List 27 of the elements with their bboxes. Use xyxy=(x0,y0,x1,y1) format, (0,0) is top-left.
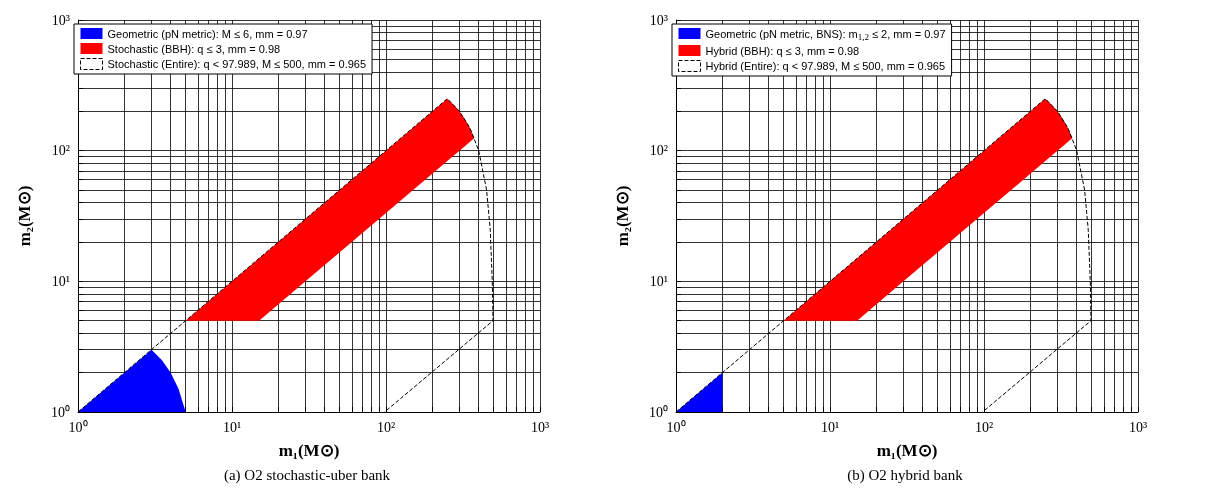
x-axis-title: m₁(M⊙) xyxy=(876,441,938,460)
x-tick-label: 10² xyxy=(974,419,994,435)
legend-label: Stochastic (BBH): q ≤ 3, mm = 0.98 xyxy=(107,42,281,55)
legend-label: Stochastic (Entire): q < 97.989, M ≤ 500, mm = 0.965 xyxy=(107,58,367,70)
y-tick-label: 10¹ xyxy=(51,273,70,289)
y-tick-label: 10² xyxy=(649,143,668,159)
y-tick-label: 10³ xyxy=(649,12,668,28)
x-tick-label: 10³ xyxy=(530,419,550,435)
legend-label: Hybrid (Entire): q < 97.989, M ≤ 500, mm = 0.965 xyxy=(705,60,946,72)
legend-label: Hybrid (BBH): q ≤ 3, mm = 0.98 xyxy=(705,44,860,57)
x-tick-label: 10⁰ xyxy=(68,419,88,435)
x-tick-label: 10¹ xyxy=(820,419,840,435)
y-axis-title: m₂(M⊙) xyxy=(613,185,632,247)
x-tick-label: 10¹ xyxy=(222,419,242,435)
x-tick-label: 10⁰ xyxy=(666,419,686,435)
y-tick-label: 10⁰ xyxy=(649,404,668,420)
text: (a) O2 stochastic-uber bank xyxy=(223,466,391,484)
legend-label: Geometric (pN metric): M ≤ 6, mm = 0.97 xyxy=(107,27,308,40)
x-axis-title: m₁(M⊙) xyxy=(278,441,340,460)
text: (b) O2 hybrid bank xyxy=(847,466,964,484)
y-tick-label: 10⁰ xyxy=(51,404,70,420)
y-tick-label: 10¹ xyxy=(649,273,668,289)
x-tick-label: 10³ xyxy=(1128,419,1148,435)
y-tick-label: 10² xyxy=(51,143,70,159)
y-axis-title: m₂(M⊙) xyxy=(15,185,34,247)
x-tick-label: 10² xyxy=(376,419,396,435)
y-tick-label: 10³ xyxy=(51,12,70,28)
